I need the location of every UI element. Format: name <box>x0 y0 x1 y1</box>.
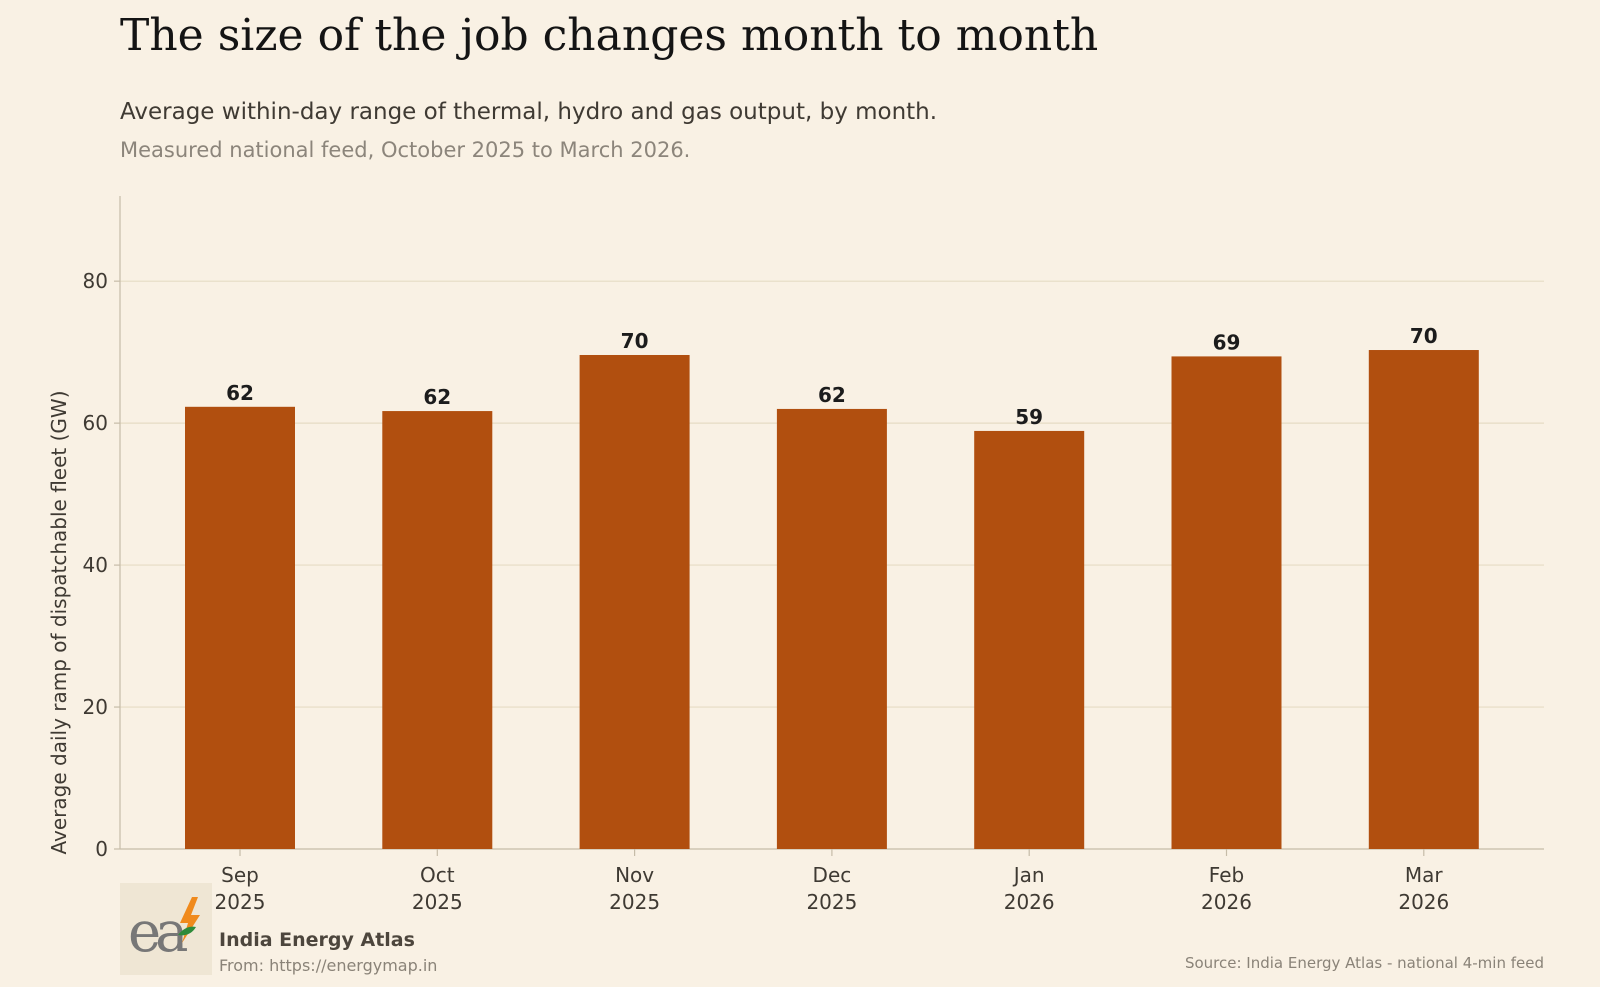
bar-6 <box>1368 350 1479 849</box>
x-tick-year-6: 2026 <box>1398 890 1449 914</box>
data-label-3: 62 <box>818 383 846 407</box>
source-note: Source: India Energy Atlas - national 4-… <box>1184 954 1544 972</box>
bar-0 <box>185 406 295 849</box>
bar-3 <box>776 408 887 849</box>
x-tick-label-1: Oct <box>420 863 455 887</box>
brand-name: India Energy Atlas <box>219 929 415 951</box>
bar-4 <box>974 430 1085 849</box>
bar-5 <box>1171 356 1282 849</box>
x-tick-label-5: Feb <box>1209 863 1244 887</box>
logo-leaf-icon <box>178 926 196 936</box>
bar-1 <box>382 411 493 849</box>
x-tick-year-3: 2025 <box>806 890 857 914</box>
y-tick-label-60: 60 <box>83 411 108 435</box>
chart-note: Measured national feed, October 2025 to … <box>120 138 691 162</box>
chart-subtitle: Average within-day range of thermal, hyd… <box>120 99 938 125</box>
y-tick-label-0: 0 <box>95 837 108 861</box>
x-tick-year-0: 2025 <box>215 890 266 914</box>
data-label-6: 70 <box>1410 324 1438 348</box>
data-label-2: 70 <box>621 329 649 353</box>
chart-title: The size of the job changes month to mon… <box>120 10 1099 61</box>
data-label-0: 62 <box>226 381 254 405</box>
x-tick-year-5: 2026 <box>1201 890 1252 914</box>
x-tick-label-0: Sep <box>221 863 259 887</box>
brand-url[interactable]: From: https://energymap.in <box>219 956 438 975</box>
x-tick-year-4: 2026 <box>1004 890 1055 914</box>
logo-icon: ea <box>128 897 200 965</box>
x-tick-year-1: 2025 <box>412 890 463 914</box>
x-tick-label-6: Mar <box>1405 863 1444 887</box>
data-label-1: 62 <box>423 385 451 409</box>
y-tick-label-80: 80 <box>83 269 108 293</box>
x-tick-label-4: Jan <box>1012 863 1045 887</box>
data-label-4: 59 <box>1015 405 1043 429</box>
y-tick-label-40: 40 <box>83 553 108 577</box>
logo-bolt-icon <box>180 897 200 943</box>
x-tick-label-3: Dec <box>813 863 852 887</box>
x-tick-year-2: 2025 <box>609 890 660 914</box>
logo-lettering: ea <box>128 900 187 965</box>
data-label-5: 69 <box>1213 330 1241 354</box>
x-tick-label-2: Nov <box>615 863 654 887</box>
brand-logo: ea <box>120 883 212 975</box>
y-tick-label-20: 20 <box>83 695 108 719</box>
y-axis-label: Average daily ramp of dispatchable fleet… <box>47 391 71 855</box>
bar-2 <box>579 354 690 849</box>
